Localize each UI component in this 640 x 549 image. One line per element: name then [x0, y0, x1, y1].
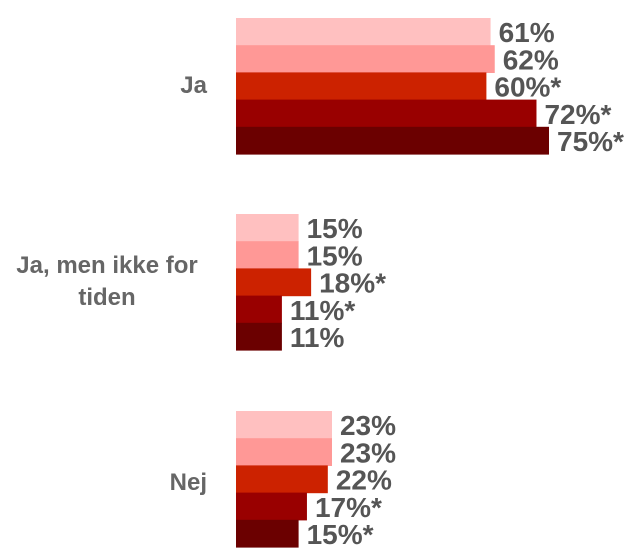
bar-1-0 [236, 214, 299, 242]
data-label-2-3: 17%* [315, 492, 382, 523]
data-label-0-0: 61% [499, 17, 555, 48]
bar-1-3 [236, 295, 282, 324]
data-label-1-2: 18%* [319, 268, 386, 299]
bar-1-1 [236, 241, 299, 269]
data-label-1-4: 11% [290, 322, 345, 353]
data-label-0-2: 60%* [494, 72, 561, 103]
data-label-2-1: 23% [340, 437, 396, 468]
data-label-0-3: 72%* [544, 99, 611, 130]
data-label-1-3: 11%* [290, 295, 355, 326]
bar-0-2 [236, 72, 487, 101]
category-label-nej: Nej [169, 469, 207, 496]
bar-2-0 [236, 411, 332, 439]
data-label-0-1: 62% [503, 44, 559, 75]
bar-0-4 [236, 126, 549, 155]
data-label-2-2: 22% [336, 465, 392, 496]
bar-0-1 [236, 45, 495, 73]
bar-1-4 [236, 322, 282, 351]
bar-2-2 [236, 465, 328, 494]
category-label-ja-men-ikke-for-tiden: Ja, men ikke for tiden [16, 252, 198, 311]
bar-0-3 [236, 99, 537, 128]
data-label-2-4: 15%* [307, 519, 374, 549]
data-label-1-1: 15% [307, 240, 363, 271]
data-label-2-0: 23% [340, 410, 396, 441]
bar-2-1 [236, 438, 332, 466]
bar-1-2 [236, 268, 312, 297]
data-label-1-0: 15% [307, 213, 363, 244]
bar-0-0 [236, 18, 491, 46]
category-label-ja: Ja [180, 72, 207, 99]
bar-2-4 [236, 519, 299, 548]
data-label-0-4: 75%* [557, 126, 624, 157]
bar-2-3 [236, 492, 307, 521]
